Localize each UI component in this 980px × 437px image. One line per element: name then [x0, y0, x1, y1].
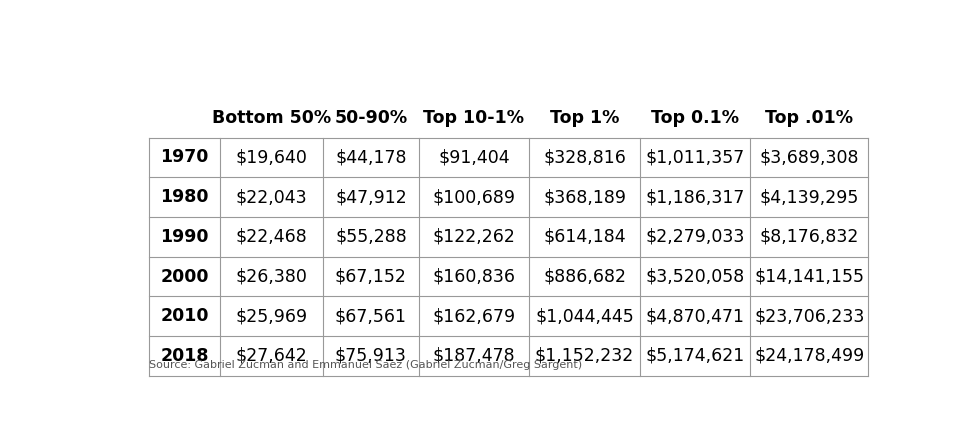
Text: $1,152,232: $1,152,232: [535, 347, 634, 365]
Text: $1,186,317: $1,186,317: [646, 188, 745, 206]
Text: $14,141,155: $14,141,155: [755, 267, 864, 285]
Text: $25,969: $25,969: [235, 307, 308, 325]
Text: Top 10-1%: Top 10-1%: [423, 109, 524, 127]
Text: 2018: 2018: [161, 347, 209, 365]
Text: $187,478: $187,478: [432, 347, 515, 365]
Text: $27,642: $27,642: [236, 347, 308, 365]
Text: 1990: 1990: [161, 228, 209, 246]
Text: 1980: 1980: [161, 188, 209, 206]
Text: $22,043: $22,043: [236, 188, 308, 206]
Text: $26,380: $26,380: [235, 267, 308, 285]
Text: $55,288: $55,288: [335, 228, 407, 246]
Text: $2,279,033: $2,279,033: [646, 228, 745, 246]
Text: $614,184: $614,184: [543, 228, 626, 246]
Text: Bottom 50%: Bottom 50%: [212, 109, 331, 127]
Text: $100,689: $100,689: [432, 188, 515, 206]
Text: $1,011,357: $1,011,357: [646, 149, 745, 166]
Text: $23,706,233: $23,706,233: [755, 307, 864, 325]
Text: 50-90%: 50-90%: [334, 109, 408, 127]
Text: $368,189: $368,189: [543, 188, 626, 206]
Text: $3,520,058: $3,520,058: [646, 267, 745, 285]
Text: Source: Gabriel Zucman and Emmanuel Saez (Gabriel Zucman/Greg Sargent): Source: Gabriel Zucman and Emmanuel Saez…: [149, 361, 582, 371]
Text: $886,682: $886,682: [543, 267, 626, 285]
Text: $67,561: $67,561: [335, 307, 407, 325]
Text: $162,679: $162,679: [432, 307, 515, 325]
Text: $22,468: $22,468: [236, 228, 308, 246]
Text: $44,178: $44,178: [335, 149, 407, 166]
Text: $8,176,832: $8,176,832: [760, 228, 859, 246]
Text: $4,139,295: $4,139,295: [760, 188, 859, 206]
Text: $3,689,308: $3,689,308: [760, 149, 859, 166]
Text: $122,262: $122,262: [432, 228, 515, 246]
Text: $1,044,445: $1,044,445: [535, 307, 634, 325]
Text: Top 0.1%: Top 0.1%: [651, 109, 739, 127]
Text: $160,836: $160,836: [432, 267, 515, 285]
Text: $67,152: $67,152: [335, 267, 407, 285]
Text: 1970: 1970: [161, 149, 209, 166]
Text: 2000: 2000: [161, 267, 209, 285]
Text: $91,404: $91,404: [438, 149, 510, 166]
Text: $24,178,499: $24,178,499: [755, 347, 864, 365]
Text: 2010: 2010: [161, 307, 209, 325]
Text: $47,912: $47,912: [335, 188, 407, 206]
Text: Top 1%: Top 1%: [550, 109, 619, 127]
Text: $75,913: $75,913: [335, 347, 407, 365]
Text: $5,174,621: $5,174,621: [646, 347, 745, 365]
Text: Top .01%: Top .01%: [765, 109, 854, 127]
Text: $328,816: $328,816: [543, 149, 626, 166]
Text: $4,870,471: $4,870,471: [646, 307, 745, 325]
Text: $19,640: $19,640: [235, 149, 308, 166]
